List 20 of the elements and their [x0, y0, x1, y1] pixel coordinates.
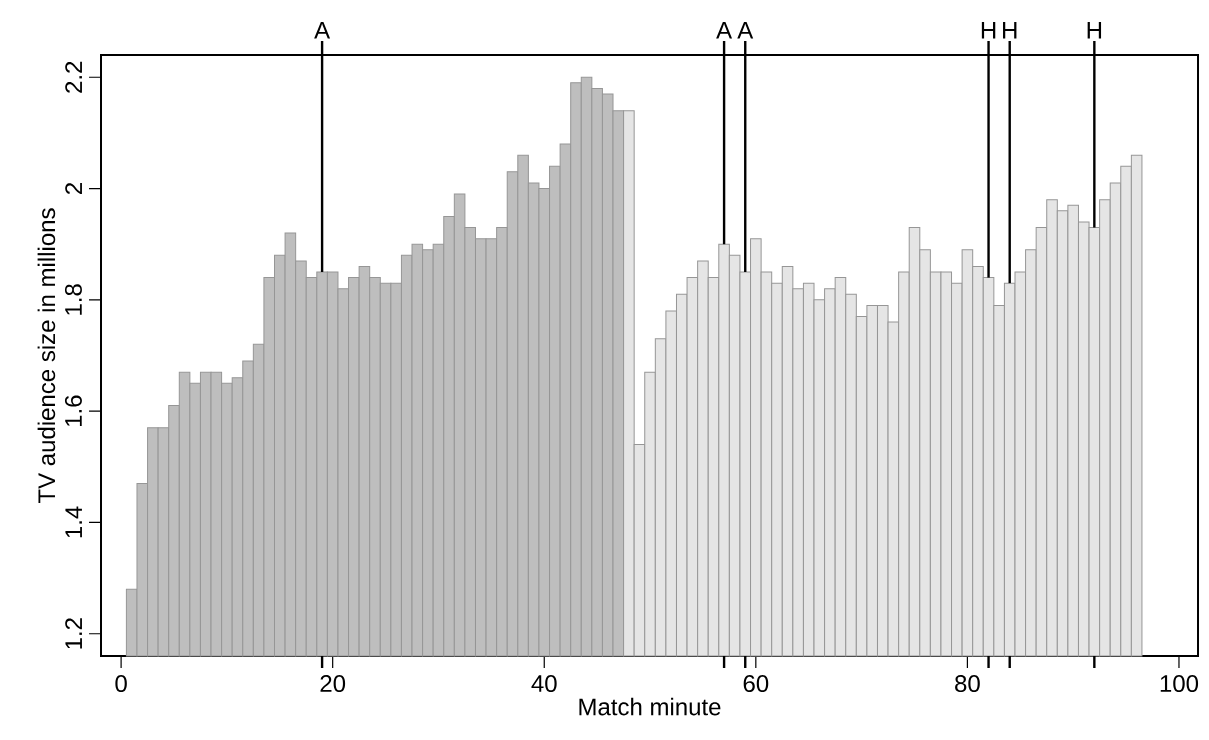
- ref-line-label: A: [737, 22, 754, 39]
- y-tick-label: 1.4: [65, 506, 82, 538]
- y-tick-label: 2: [65, 183, 82, 195]
- y-tick-label: 1.8: [64, 284, 82, 315]
- ref-line-label: H: [981, 22, 996, 39]
- x-tick-label: 60: [743, 675, 769, 693]
- y-tick-label: 1.2: [65, 618, 82, 649]
- ref-line-label: H: [1003, 22, 1017, 39]
- x-tick-label: 40: [531, 675, 557, 693]
- x-axis-title: Match minute: [579, 697, 721, 716]
- ref-line-label: A: [716, 22, 733, 39]
- y-axis-title: TV audience size in millions: [37, 208, 56, 504]
- ref-line-label: A: [314, 22, 331, 39]
- x-tick-label: 20: [320, 675, 346, 693]
- x-tick-label: 0: [115, 675, 127, 693]
- ref-line-label: H: [1087, 22, 1102, 39]
- y-tick-label: 1.6: [64, 395, 82, 427]
- x-tick-label: 80: [955, 675, 980, 693]
- x-tick-label: 100: [1160, 675, 1199, 693]
- y-tick-label: 2.2: [65, 61, 82, 93]
